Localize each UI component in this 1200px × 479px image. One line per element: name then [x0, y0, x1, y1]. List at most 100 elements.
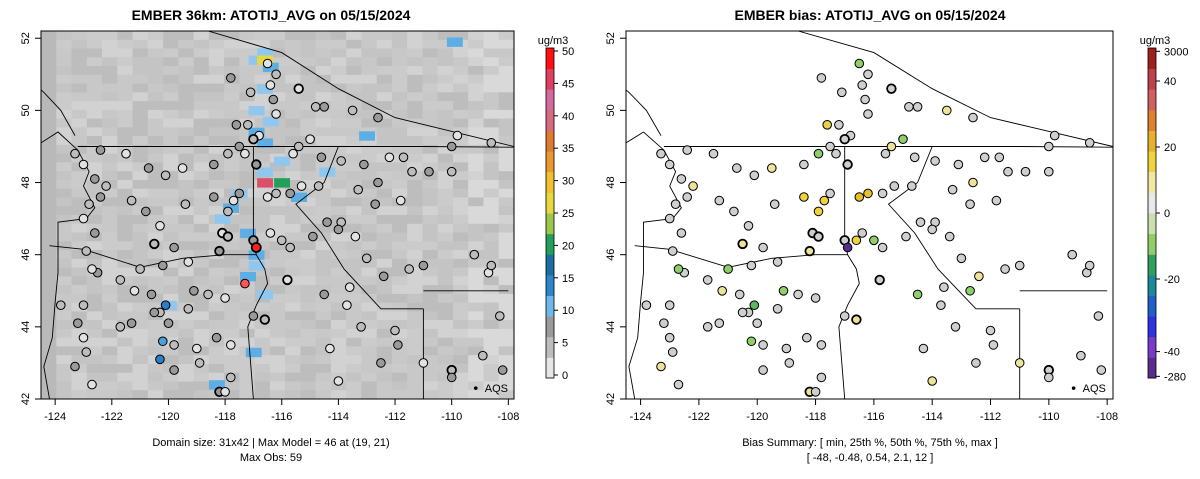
grid-cell [330, 92, 347, 102]
grid-cell [224, 39, 240, 50]
grid-cell [132, 320, 149, 330]
grid-cell [483, 320, 500, 330]
grid-cell [41, 311, 57, 321]
grid-cell [330, 118, 347, 128]
grid-cell [422, 101, 439, 111]
state-border-5 [797, 31, 1113, 147]
grid-cell [269, 31, 286, 41]
grid-cell [407, 232, 424, 242]
grid-cell [178, 109, 195, 120]
y-tick-label: 50 [20, 104, 32, 116]
grid-cell [407, 206, 424, 216]
grid-cell [468, 285, 485, 295]
grid-cell [437, 355, 454, 365]
grid-cell [208, 372, 225, 383]
grid-cell [468, 74, 485, 85]
obs-site [373, 112, 383, 123]
grid-cell [163, 188, 179, 199]
grid-cell [437, 162, 454, 172]
grid-cell [208, 118, 225, 128]
obs-site [688, 181, 698, 191]
grid-cell [483, 188, 500, 199]
grid-cell [285, 31, 301, 41]
colorbar-tick-label: 20 [562, 240, 574, 252]
grid-cell [102, 355, 118, 365]
grid-cell [407, 364, 424, 374]
obs-site [676, 228, 687, 238]
grid-cell [117, 215, 134, 225]
grid-cell [86, 197, 103, 207]
grid-cell [71, 337, 88, 348]
grid-cell [102, 74, 118, 85]
grid-cell [147, 92, 164, 102]
colorbar-swatch [546, 254, 554, 276]
grid-cell [468, 355, 485, 365]
grid-cell [285, 337, 301, 348]
grid-cell [361, 66, 378, 76]
obs-site [994, 152, 1005, 163]
grid-cell [315, 302, 332, 312]
aqs-legend-dot [1071, 386, 1076, 390]
grid-cell [483, 118, 500, 128]
grid-cell [330, 267, 347, 277]
grid-cell [208, 101, 225, 111]
grid-cell [346, 197, 363, 207]
grid-cell [147, 31, 164, 41]
grid-cell [330, 31, 347, 41]
grid-cell [346, 31, 363, 41]
grid-cell [468, 206, 485, 216]
grid-cell [71, 241, 88, 251]
obs-site [78, 332, 89, 343]
obs-site [1093, 311, 1104, 321]
obs-site [816, 372, 827, 383]
obs-site [319, 289, 330, 300]
grid-cell [285, 215, 301, 225]
obs-site [667, 246, 678, 256]
grid-cell [269, 92, 286, 102]
grid-cell [391, 101, 408, 111]
grid-cell [330, 337, 347, 348]
colorbar-swatch [546, 192, 554, 214]
colorbar-swatch [1148, 357, 1156, 379]
grid-cell [300, 302, 317, 312]
grid-cell [102, 197, 118, 207]
obs-site [907, 181, 917, 191]
grid-cell [422, 267, 439, 277]
grid-cell [224, 276, 240, 286]
grid-cell [193, 215, 210, 225]
smoke-cell [359, 131, 375, 141]
grid-cell [285, 372, 301, 383]
grid-cell [254, 241, 271, 251]
colorbar-swatch [1148, 316, 1156, 338]
grid-cell [193, 293, 210, 304]
smoke-cell [248, 106, 265, 116]
obs-site [271, 69, 281, 80]
grid-cell [407, 144, 424, 155]
grid-cell [254, 320, 271, 330]
grid-cell [407, 267, 424, 277]
grid-cell [453, 328, 469, 339]
grid-cell [498, 92, 514, 102]
grid-cell [437, 31, 454, 41]
smoke-cell [209, 380, 225, 390]
grid-cell [391, 346, 408, 356]
grid-cell [224, 311, 240, 321]
grid-cell [407, 136, 424, 146]
grid-cell [300, 267, 317, 277]
grid-cell [254, 355, 271, 365]
smoke-cell [214, 214, 231, 224]
grid-cell [163, 258, 179, 269]
grid-cell [422, 31, 439, 41]
obs-site [1096, 365, 1107, 375]
obs-site [143, 163, 154, 173]
grid-cell [468, 328, 485, 339]
obs-site [979, 152, 990, 163]
grid-cell [437, 197, 454, 207]
grid-cell [330, 57, 347, 67]
grid-cell [407, 74, 424, 85]
grid-cell [86, 188, 103, 199]
grid-cell [376, 320, 393, 330]
coastline [626, 131, 682, 399]
grid-cell [422, 48, 439, 58]
